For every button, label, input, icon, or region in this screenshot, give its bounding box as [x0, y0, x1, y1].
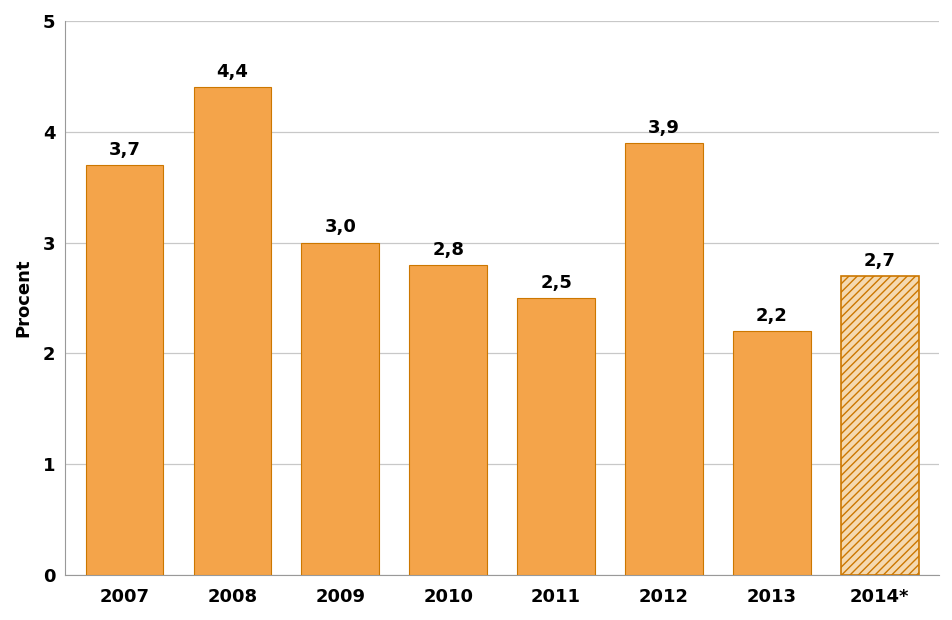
Bar [193, 87, 271, 575]
Text: 2,7: 2,7 [863, 252, 895, 270]
Bar [86, 165, 163, 575]
Y-axis label: Procent: Procent [14, 259, 31, 337]
Bar [409, 265, 486, 575]
Text: 2,8: 2,8 [432, 241, 464, 259]
Text: 3,0: 3,0 [324, 218, 356, 236]
Bar [517, 298, 594, 575]
Bar [732, 331, 810, 575]
Bar [301, 242, 379, 575]
Text: 3,7: 3,7 [109, 141, 140, 159]
Text: 3,9: 3,9 [647, 118, 679, 136]
Text: 2,2: 2,2 [755, 307, 787, 325]
Text: 4,4: 4,4 [216, 63, 248, 81]
Text: 2,5: 2,5 [540, 274, 571, 292]
Bar [840, 276, 918, 575]
Bar [625, 143, 702, 575]
